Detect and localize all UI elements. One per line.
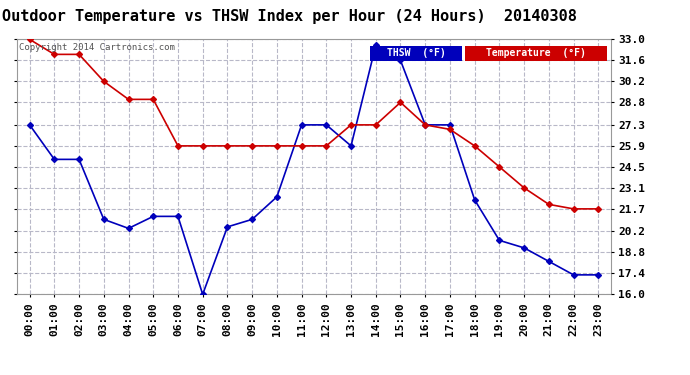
Text: Outdoor Temperature vs THSW Index per Hour (24 Hours)  20140308: Outdoor Temperature vs THSW Index per Ho… bbox=[2, 9, 578, 24]
Text: THSW  (°F): THSW (°F) bbox=[387, 48, 446, 58]
Bar bbox=[464, 46, 607, 60]
Text: Temperature  (°F): Temperature (°F) bbox=[486, 48, 586, 58]
Text: Copyright 2014 Cartronics.com: Copyright 2014 Cartronics.com bbox=[19, 43, 175, 52]
Bar bbox=[371, 46, 462, 60]
